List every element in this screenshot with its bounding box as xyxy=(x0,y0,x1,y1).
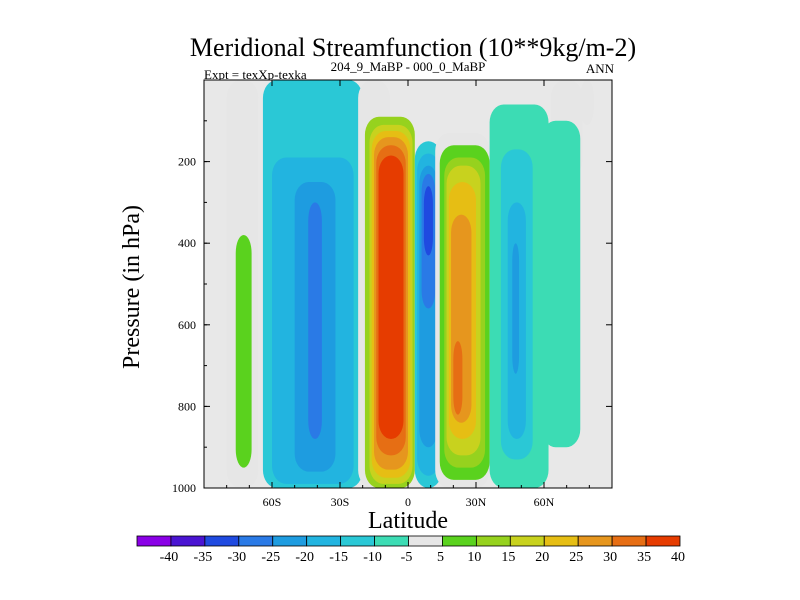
colorbar-swatch xyxy=(442,535,477,547)
x-axis: 60S 30S 0 30N 60N xyxy=(226,80,590,509)
colorbar-label: 35 xyxy=(637,550,651,565)
colorbar-swatch xyxy=(340,535,375,547)
y-tick-label: 1000 xyxy=(172,481,196,495)
colorbar-swatch xyxy=(577,535,613,547)
colorbar-label: -5 xyxy=(401,550,413,565)
colorbar-label: 30 xyxy=(603,550,617,565)
y-axis-title: Pressure (in hPa) xyxy=(119,205,145,369)
region-nh-midlat-max xyxy=(512,243,520,374)
y-tick-label: 600 xyxy=(178,318,196,332)
x-tick-label: 60S xyxy=(263,495,282,509)
x-tick-label: 60N xyxy=(534,495,555,509)
y-tick-label: 200 xyxy=(178,155,196,169)
region-nh-polar-cell xyxy=(580,80,594,125)
colorbar-label: -35 xyxy=(194,550,213,565)
colorbar-swatch xyxy=(306,535,342,547)
left-label: Expt = texXp-texka xyxy=(204,67,307,82)
colorbar-swatch xyxy=(509,535,545,547)
colorbar-label: -20 xyxy=(295,550,314,565)
region-sh-ferrel-max xyxy=(308,202,322,440)
colorbar-swatch xyxy=(136,535,172,547)
colorbar-label: 5 xyxy=(437,550,444,565)
center-label: 204_9_MaBP - 000_0_MaBP xyxy=(331,59,486,74)
colorbar-label: -30 xyxy=(227,550,246,565)
colorbar-swatch xyxy=(543,535,579,547)
region-nh-ferrel-core xyxy=(453,341,463,415)
colorbar-swatch xyxy=(170,535,206,547)
region-sh-polar-band xyxy=(235,235,252,468)
colorbar: -40 -35 -30 -25 -20 -15 -10 -5 5 10 15 20 25 30 35 40 xyxy=(136,535,685,565)
plot-area: 60S 30S 0 30N 60N 200 400 600 800 1000 xyxy=(172,79,613,509)
right-label: ANN xyxy=(586,61,615,76)
colorbar-label: 20 xyxy=(535,550,549,565)
region-nh-hadley-core xyxy=(423,186,433,256)
colorbar-label: 15 xyxy=(501,550,515,565)
contour-regions xyxy=(226,80,594,489)
colorbar-swatch xyxy=(475,535,511,547)
colorbar-swatch xyxy=(645,535,681,547)
colorbar-label: 25 xyxy=(569,550,583,565)
colorbar-swatch xyxy=(408,535,443,547)
x-tick-label: 30N xyxy=(466,495,487,509)
colorbar-label: 10 xyxy=(467,550,481,565)
x-axis-title: Latitude xyxy=(368,508,448,534)
colorbar-label: 40 xyxy=(671,550,685,565)
region-sh-hadley-max xyxy=(378,155,404,440)
y-tick-label: 400 xyxy=(178,236,196,250)
colorbar-label: -40 xyxy=(160,550,179,565)
colorbar-swatch xyxy=(238,535,274,547)
colorbar-swatch xyxy=(272,535,308,547)
x-tick-label: 30S xyxy=(331,495,350,509)
region-nh-polar-outer xyxy=(541,120,581,448)
colorbar-label: -15 xyxy=(329,550,348,565)
colorbar-label: -10 xyxy=(363,550,382,565)
colorbar-swatch xyxy=(204,535,240,547)
colorbar-swatch xyxy=(611,535,647,547)
colorbar-swatch xyxy=(374,535,409,547)
y-axis: 200 400 600 800 1000 xyxy=(172,120,612,495)
chart-title: Meridional Streamfunction (10**9kg/m-2) xyxy=(190,33,636,62)
y-tick-label: 800 xyxy=(178,399,196,413)
colorbar-label: -25 xyxy=(261,550,280,565)
x-tick-label: 0 xyxy=(405,495,411,509)
